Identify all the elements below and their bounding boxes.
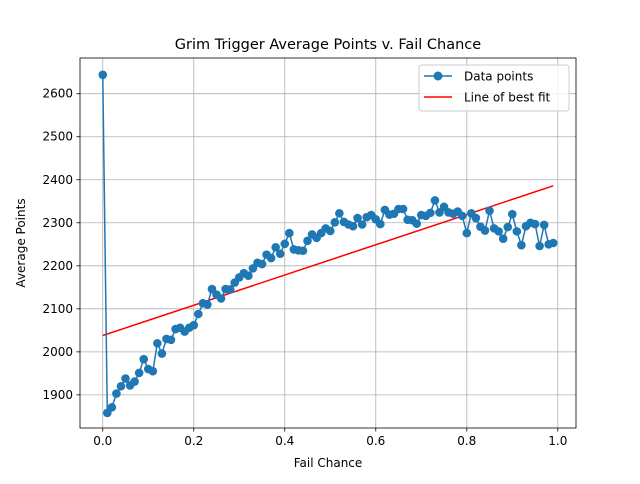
legend-label-best-fit: Line of best fit <box>464 91 551 105</box>
y-tick-label: 2600 <box>42 87 73 101</box>
data-point <box>130 377 139 386</box>
data-point <box>134 368 144 378</box>
data-point <box>353 213 362 223</box>
data-point <box>139 354 149 364</box>
data-series <box>98 70 558 418</box>
data-point <box>512 227 522 236</box>
data-point <box>271 243 280 252</box>
data-point <box>153 338 162 348</box>
y-axis-label: Average Points <box>14 198 28 287</box>
data-point <box>530 219 540 229</box>
data-point <box>535 241 544 251</box>
data-point <box>148 366 158 376</box>
data-point <box>539 220 549 230</box>
data-point <box>285 228 294 238</box>
y-tick-label: 2400 <box>42 173 73 187</box>
data-point <box>325 226 335 236</box>
legend: Data points Line of best fit <box>418 64 570 112</box>
data-point <box>335 209 344 218</box>
y-ticks: 1900 2000 2100 2200 2300 2400 2500 2600 <box>42 87 80 402</box>
data-point <box>498 234 508 243</box>
data-point <box>257 259 267 269</box>
data-point <box>98 70 108 80</box>
data-point <box>280 239 290 249</box>
fit-series <box>102 185 554 337</box>
data-point <box>330 218 340 227</box>
data-point <box>376 219 385 229</box>
data-point <box>298 246 308 256</box>
data-point <box>485 206 494 216</box>
data-point <box>203 300 212 309</box>
y-tick-label: 2100 <box>42 302 73 316</box>
data-point <box>303 236 312 246</box>
data-point <box>112 389 121 398</box>
data-point <box>430 196 440 205</box>
x-tick-label: 0.0 <box>93 434 112 448</box>
data-point <box>412 219 422 228</box>
data-point <box>244 271 253 280</box>
y-tick-label: 2500 <box>42 130 73 144</box>
data-point <box>480 226 490 235</box>
x-tick-label: 0.8 <box>457 434 476 448</box>
data-point <box>507 209 517 219</box>
x-ticks: 0.0 0.2 0.4 0.6 0.8 1.0 <box>93 428 567 448</box>
data-point <box>494 227 503 236</box>
x-tick-label: 1.0 <box>548 434 567 448</box>
data-point <box>348 221 358 231</box>
data-point <box>548 238 558 248</box>
x-axis-label: Fail Chance <box>294 456 363 470</box>
data-point <box>398 204 408 214</box>
y-tick-label: 1900 <box>42 388 73 402</box>
chart-title: Grim Trigger Average Points v. Fail Chan… <box>175 37 481 53</box>
data-point <box>116 381 126 391</box>
data-point <box>517 240 526 250</box>
data-point <box>216 294 226 303</box>
data-point <box>266 253 276 263</box>
data-point <box>194 309 203 319</box>
plot-frame <box>79 57 577 429</box>
y-tick-label: 2000 <box>42 345 73 359</box>
data-point <box>471 213 481 223</box>
data-point <box>121 374 130 383</box>
legend-data-marker <box>433 71 443 81</box>
data-point <box>107 403 117 412</box>
y-tick-label: 2200 <box>42 259 73 273</box>
data-point <box>462 228 472 238</box>
x-tick-label: 0.4 <box>275 434 294 448</box>
best-fit-line <box>102 185 554 337</box>
x-tick-label: 0.6 <box>366 434 385 448</box>
data-point <box>166 335 176 345</box>
data-point <box>275 249 285 259</box>
data-point <box>457 211 467 221</box>
data-point <box>225 285 235 294</box>
x-tick-label: 0.2 <box>184 434 203 448</box>
legend-box <box>418 64 570 112</box>
y-tick-label: 2300 <box>42 216 73 230</box>
data-point <box>503 222 513 232</box>
legend-label-data-points: Data points <box>464 70 533 84</box>
data-point <box>189 320 199 330</box>
data-point <box>157 349 167 358</box>
data-point <box>357 220 367 229</box>
data-point <box>426 208 435 218</box>
